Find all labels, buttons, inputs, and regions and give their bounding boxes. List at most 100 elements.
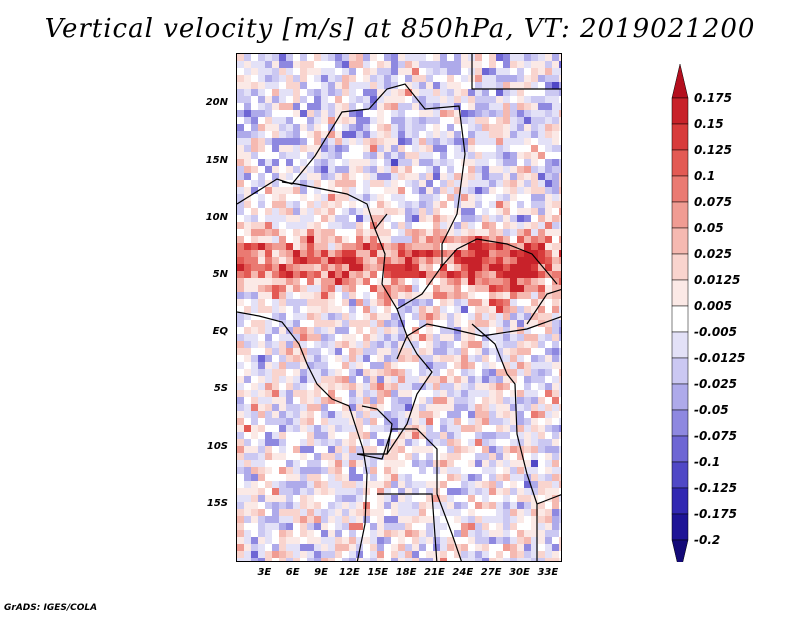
field-cell — [391, 117, 399, 125]
field-cell — [293, 432, 301, 440]
field-cell — [258, 229, 266, 237]
field-cell — [412, 432, 420, 440]
field-cell — [468, 306, 476, 314]
field-cell — [412, 229, 420, 237]
field-cell — [482, 348, 490, 356]
field-cell — [293, 103, 301, 111]
field-cell — [251, 495, 259, 503]
field-cell — [475, 54, 483, 62]
field-cell — [475, 145, 483, 153]
field-cell — [559, 299, 561, 307]
field-cell — [342, 446, 350, 454]
field-cell — [559, 75, 561, 83]
field-cell — [237, 481, 245, 489]
field-cell — [489, 439, 497, 447]
field-cell — [538, 495, 546, 503]
field-cell — [237, 173, 245, 181]
field-cell — [454, 82, 462, 90]
field-cell — [300, 390, 308, 398]
field-cell — [377, 418, 385, 426]
field-cell — [321, 537, 329, 545]
field-cell — [251, 257, 259, 265]
lon-tick-label: 12E — [339, 567, 360, 578]
field-cell — [419, 460, 427, 468]
field-cell — [461, 558, 469, 561]
field-cell — [356, 439, 364, 447]
field-cell — [307, 551, 315, 559]
field-cell — [538, 348, 546, 356]
field-cell — [321, 201, 329, 209]
field-cell — [328, 558, 336, 561]
field-cell — [293, 551, 301, 559]
field-cell — [356, 89, 364, 97]
field-cell — [286, 117, 294, 125]
field-cell — [237, 530, 245, 538]
field-cell — [517, 222, 525, 230]
field-cell — [314, 404, 322, 412]
field-cell — [510, 187, 518, 195]
field-cell — [314, 446, 322, 454]
field-cell — [426, 236, 434, 244]
field-cell — [489, 467, 497, 475]
field-cell — [349, 551, 357, 559]
field-cell — [370, 355, 378, 363]
field-cell — [356, 551, 364, 559]
field-cell — [321, 222, 329, 230]
field-cell — [342, 159, 350, 167]
field-cell — [300, 488, 308, 496]
field-cell — [363, 390, 371, 398]
field-cell — [426, 334, 434, 342]
field-cell — [377, 530, 385, 538]
field-cell — [335, 460, 343, 468]
field-cell — [244, 124, 252, 132]
field-cell — [468, 194, 476, 202]
field-cell — [559, 502, 561, 510]
field-cell — [279, 201, 287, 209]
field-cell — [489, 544, 497, 552]
field-cell — [426, 404, 434, 412]
field-cell — [440, 439, 448, 447]
field-cell — [454, 502, 462, 510]
field-cell — [237, 131, 245, 139]
field-cell — [398, 180, 406, 188]
field-cell — [426, 537, 434, 545]
field-cell — [384, 96, 392, 104]
field-cell — [468, 432, 476, 440]
field-cell — [517, 131, 525, 139]
field-cell — [321, 61, 329, 69]
field-cell — [279, 516, 287, 524]
field-cell — [517, 194, 525, 202]
field-cell — [405, 327, 413, 335]
field-cell — [517, 551, 525, 559]
field-cell — [454, 187, 462, 195]
field-cell — [475, 306, 483, 314]
field-cell — [251, 355, 259, 363]
field-cell — [552, 103, 560, 111]
field-cell — [496, 418, 504, 426]
field-cell — [489, 187, 497, 195]
field-cell — [440, 222, 448, 230]
field-cell — [461, 194, 469, 202]
field-cell — [335, 68, 343, 76]
field-cell — [237, 208, 245, 216]
field-cell — [265, 271, 273, 279]
field-cell — [286, 446, 294, 454]
field-cell — [559, 530, 561, 538]
field-cell — [552, 313, 560, 321]
field-cell — [545, 516, 553, 524]
field-cell — [293, 250, 301, 258]
field-cell — [356, 68, 364, 76]
field-cell — [482, 502, 490, 510]
field-cell — [426, 194, 434, 202]
field-cell — [363, 54, 371, 62]
field-cell — [335, 418, 343, 426]
field-cell — [559, 474, 561, 482]
field-cell — [356, 82, 364, 90]
colorbar-swatch — [671, 97, 689, 125]
field-cell — [321, 488, 329, 496]
field-cell — [265, 75, 273, 83]
field-cell — [321, 544, 329, 552]
field-cell — [531, 453, 539, 461]
field-cell — [545, 180, 553, 188]
field-cell — [559, 257, 561, 265]
